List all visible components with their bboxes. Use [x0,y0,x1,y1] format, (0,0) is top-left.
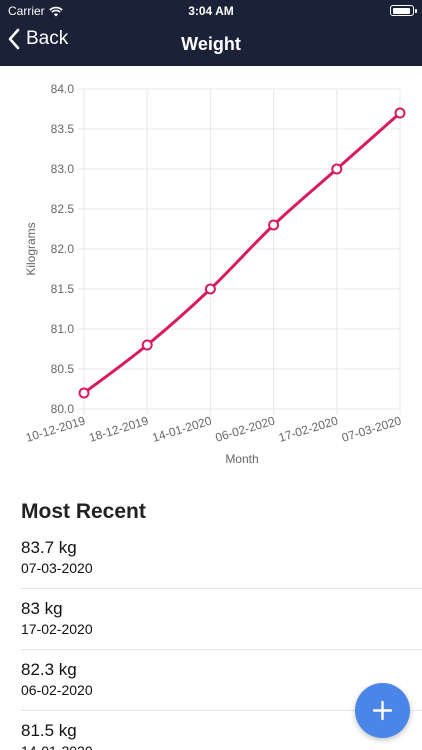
carrier-group: Carrier [8,4,63,18]
add-weight-button[interactable] [355,683,410,738]
data-point [78,387,90,399]
status-time: 3:04 AM [188,4,234,18]
entry-date: 06-02-2020 [21,682,93,698]
wifi-icon [48,6,63,16]
weight-series-points [78,107,406,399]
x-tick-label: 07-03-2020 [340,413,403,444]
y-tick-label: 80.0 [51,402,75,416]
y-tick-label: 82.0 [51,242,75,256]
entry-weight: 82.3 kg [21,660,77,679]
list-item[interactable]: 82.3 kg 06-02-2020 [21,650,422,711]
entry-date: 17-02-2020 [21,621,93,637]
data-point [268,219,280,231]
back-button[interactable]: Back [8,28,68,50]
y-tick-label: 81.0 [51,322,75,336]
chevron-left-icon [8,28,20,50]
x-tick-label: 18-12-2019 [87,413,150,444]
list-item[interactable]: 83 kg 17-02-2020 [21,589,422,650]
x-axis-label: Month [225,452,258,466]
navigation-bar: Back Weight [0,22,422,66]
weight-chart: 80.0 80.5 81.0 81.5 82.0 82.5 83.0 83.5 84.0 10-… [24,82,406,466]
y-axis-ticks: 80.0 80.5 81.0 81.5 82.0 82.5 83.0 83.5 84.0 [51,82,75,416]
entry-date: 14-01-2020 [21,741,422,750]
y-tick-label: 84.0 [51,82,75,96]
x-axis-ticks: 10-12-2019 18-12-2019 14-01-2020 06-02-2020… [24,413,403,444]
data-point [394,107,406,119]
y-axis-label: Kilograms [24,222,38,275]
weight-series-line [83,111,401,395]
data-point [204,283,216,295]
list-item[interactable]: 83.7 kg 07-03-2020 [21,528,422,589]
list-item[interactable]: 81.5 kg14-01-2020 [21,711,422,750]
entry-weight: 83.7 kg [21,538,77,557]
status-bar: Carrier 3:04 AM [0,0,422,22]
recent-list: 83.7 kg 07-03-2020 83 kg 17-02-2020 82.3 kg 0… [0,528,422,750]
entry-weight: 81.5 kg [21,721,77,740]
chart-grid [78,88,401,415]
y-tick-label: 83.5 [51,122,75,136]
y-tick-label: 81.5 [51,282,75,296]
battery-icon [390,5,417,16]
x-tick-label: 10-12-2019 [24,413,87,444]
plus-icon [372,700,393,721]
x-tick-label: 14-01-2020 [150,413,213,444]
most-recent-heading: Most Recent [21,500,146,523]
top-bar: Carrier 3:04 AM Back Weight [0,0,422,66]
x-tick-label: 17-02-2020 [277,413,340,444]
data-point [141,339,153,351]
carrier-label: Carrier [8,4,45,18]
entry-date: 07-03-2020 [21,560,93,576]
x-tick-label: 06-02-2020 [214,413,277,444]
back-label: Back [26,28,69,49]
entry-weight: 83 kg [21,599,63,618]
data-point [331,163,343,175]
y-tick-label: 82.5 [51,202,75,216]
y-tick-label: 83.0 [51,162,75,176]
y-tick-label: 80.5 [51,362,75,376]
